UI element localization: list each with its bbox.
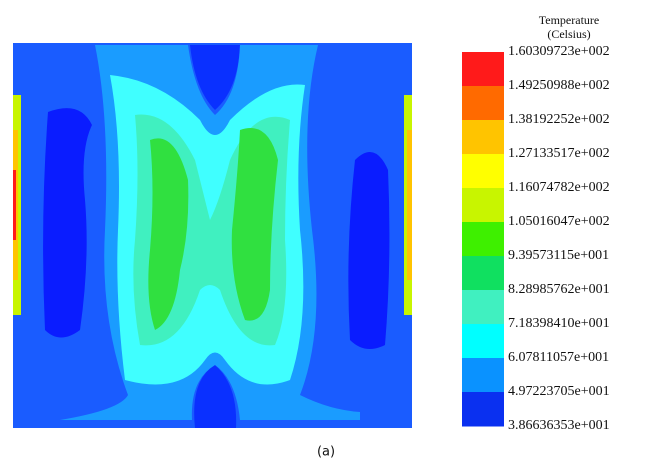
legend-label: 1.27133517e+002 [508,146,610,161]
legend-label: 1.16074782e+002 [508,180,610,195]
legend-swatch [462,86,504,121]
legend-swatch [462,154,504,189]
legend-label: 7.18398410e+001 [508,316,610,331]
legend-label: 4.97223705e+001 [508,384,610,399]
legend-label: 1.38192252e+002 [508,112,610,127]
legend-swatch [462,324,504,359]
legend-title: Temperature [539,13,599,27]
legend-label: 1.49250988e+002 [508,78,610,93]
legend-swatch [462,188,504,223]
caption: (a) [317,445,335,460]
legend-label: 1.05016047e+002 [508,214,610,229]
legend-label: 3.86636353e+001 [508,418,610,433]
legend-unit: (Celsius) [547,27,590,41]
legend-swatch [462,392,504,427]
contour-field [13,43,412,428]
legend-label: 9.39573115e+001 [508,248,609,263]
legend-swatch [462,222,504,257]
legend: 1.60309723e+002 1.49250988e+002 1.38192252… [462,44,610,433]
legend-swatch [462,290,504,325]
legend-label: 8.28985762e+001 [508,282,610,297]
legend-swatch [462,358,504,393]
legend-swatch [462,120,504,155]
legend-swatch [462,256,504,291]
legend-label: 6.07811057e+001 [508,350,609,365]
legend-swatch [462,52,504,87]
legend-label: 1.60309723e+002 [508,44,610,59]
